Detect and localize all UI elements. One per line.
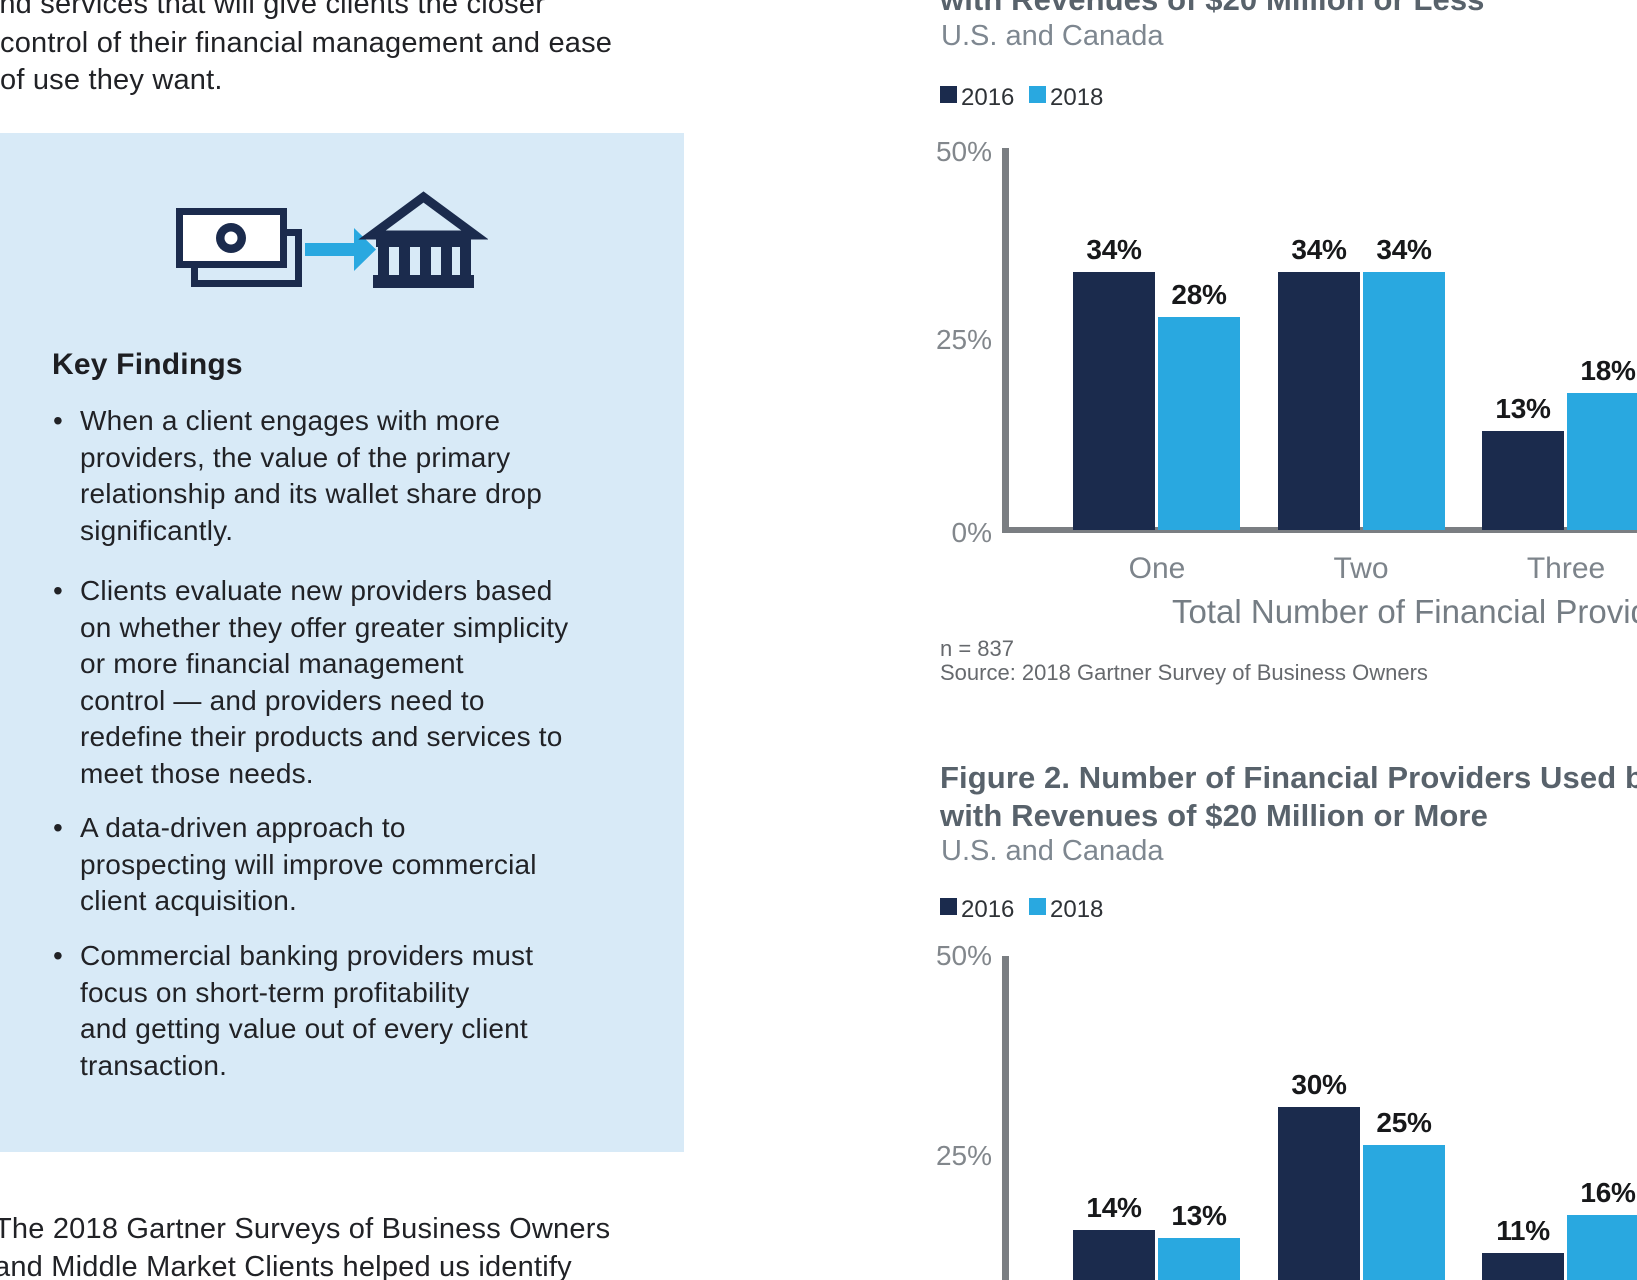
text-line: client acquisition. [80,885,298,916]
bar-2016 [1482,431,1564,530]
bank-icon [358,191,488,288]
bar-2016 [1073,272,1155,530]
bar-2018 [1158,317,1240,530]
bar-value-label: 13% [1495,393,1551,424]
figure1-title-clipped: with Revenues of $20 Million or Less [940,0,1485,18]
text-line: When a client engages with more [80,405,501,436]
text-line: transaction. [80,1049,228,1081]
bar-value-label: 18% [1580,355,1636,386]
text-line: control of their financial management an… [0,27,613,59]
y-axis-tick-label: 25% [935,324,992,355]
text-line: and services that will give clients the … [0,0,546,20]
text-line: The 2018 Gartner Surveys of Business Own… [0,1213,611,1245]
text-line: relationship and its wallet share drop [80,478,543,509]
bar-value-label: 34% [1376,234,1432,265]
text-line: and Middle Market Clients helped us iden… [0,1251,572,1280]
text-line: A data-driven approach to [80,812,406,843]
legend-2016-label: 2016 [961,896,1015,923]
legend-2018-label: 2018 [1050,896,1104,923]
legend-2018-swatch [1029,86,1046,103]
legend-2016-label: 2016 [961,84,1015,111]
figure2-title-line1: Figure 2. Number of Financial Providers … [940,760,1637,795]
figure2-y-axis-line [1002,956,1009,1280]
text-line: focus on short-term profitability [80,976,470,1008]
y-axis-tick-label: 50% [935,136,992,167]
bar-value-label: 13% [1171,1200,1227,1231]
bar-value-label: 28% [1171,279,1227,310]
bullet-marker: • [53,940,63,971]
text-line: providers, the value of the primary [80,441,511,473]
bar-value-label: 34% [1291,234,1347,265]
bar-2016 [1278,272,1360,530]
figure1-y-axis-line [1002,148,1009,533]
text-line: prospecting will improve commercial [80,848,537,880]
text-line: on whether they offer greater simplicity [80,611,569,643]
x-category-label: Two [1333,552,1389,585]
bar-value-label: 30% [1291,1069,1347,1100]
banknote-icon [176,208,302,287]
legend-2016-swatch [940,86,957,103]
bar-2016 [1482,1253,1564,1280]
bar-2018 [1363,272,1445,530]
figure1-subtitle: U.S. and Canada [941,20,1164,52]
legend-2018-label: 2018 [1050,84,1104,111]
figure1-source-note: Source: 2018 Gartner Survey of Business … [940,660,1428,685]
bullet-marker: • [53,575,63,606]
figure1-x-axis-title: Total Number of Financial Provid [1172,593,1637,630]
text-line: meet those needs. [80,757,314,789]
text-line: of use they want. [0,64,223,96]
y-axis-tick-label: 50% [935,940,992,971]
legend-2016-swatch [940,898,957,915]
bar-2018 [1567,1215,1637,1280]
text-line: or more financial management [80,648,464,679]
figure1-sample-size-note: n = 837 [940,636,1015,661]
bullet-text: When a client engages with more providers… [80,403,542,549]
y-axis-tick-label: 0% [951,517,992,548]
bullet-text: Commercial banking providers must focus o… [80,938,533,1084]
key-findings-heading: Key Findings [52,348,243,381]
bar-2016 [1278,1107,1360,1280]
bullet-text: Clients evaluate new providers based on w… [80,573,568,792]
bar-2016 [1073,1230,1155,1280]
bar-2018 [1363,1145,1445,1280]
money-to-bank-icon [176,191,488,288]
key-findings-panel [0,133,684,1152]
text-line: Commercial banking providers must [80,940,534,971]
bullet-marker: • [53,405,63,436]
bar-2018 [1158,1238,1240,1280]
y-axis-tick-label: 25% [935,1140,992,1171]
text-line: redefine their products and services to [80,721,563,752]
text-line: significantly. [80,514,234,546]
x-category-label: One [1128,552,1186,585]
bar-value-label: 11% [1496,1215,1550,1246]
bar-value-label: 25% [1376,1107,1432,1138]
bullet-marker: • [53,812,63,843]
bar-value-label: 34% [1086,234,1142,265]
bar-value-label: 14% [1086,1192,1142,1223]
text-line: Clients evaluate new providers based [80,575,553,606]
bar-2018 [1567,393,1637,530]
figure2-subtitle: U.S. and Canada [941,835,1164,867]
figure2-title-line2: with Revenues of $20 Million or More [940,798,1488,833]
legend-2018-swatch [1029,898,1046,915]
text-line: control — and providers need to [80,684,485,716]
bar-value-label: 16% [1580,1177,1636,1208]
figure1-x-axis-line [1002,527,1637,533]
text-line: and getting value out of every client [80,1013,528,1044]
x-category-label: Three [1526,552,1606,585]
bullet-text: A data-driven approach to prospecting wil… [80,810,537,920]
